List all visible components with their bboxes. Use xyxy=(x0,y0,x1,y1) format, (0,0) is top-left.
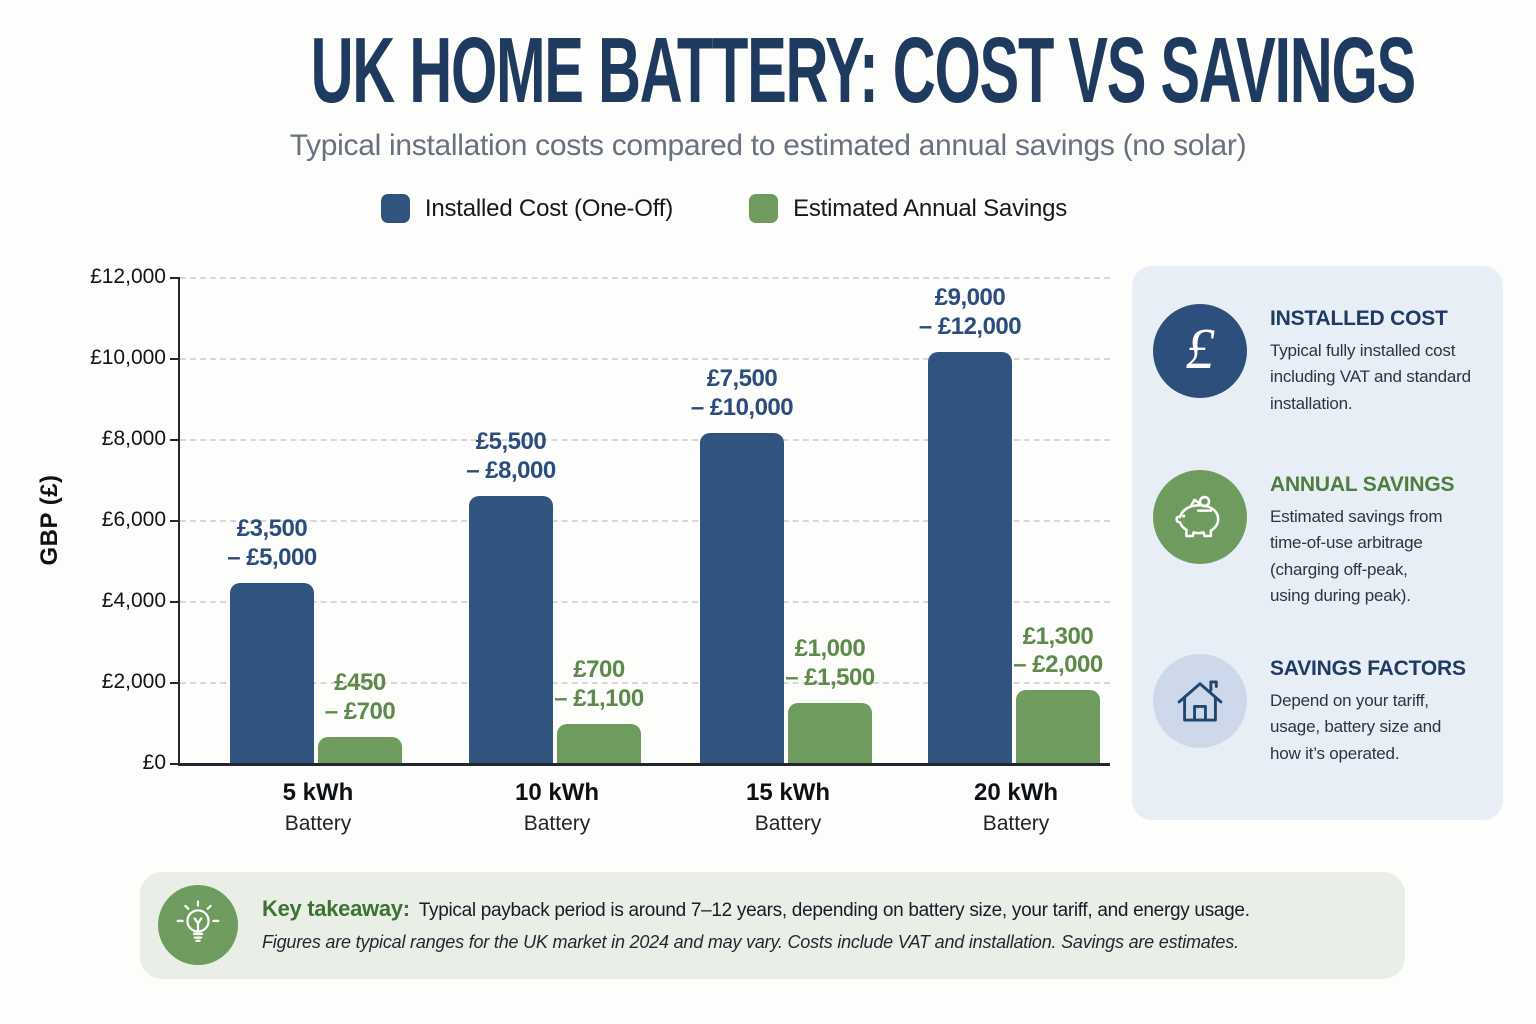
bar-annual-savings xyxy=(557,723,641,763)
x-axis-category-sub: Battery xyxy=(754,812,822,835)
x-axis-label: 10 kWh Battery xyxy=(469,779,645,836)
panel-item-installed-cost: £ INSTALLED COST Typical fully installed… xyxy=(1153,304,1510,417)
bar-installed-cost xyxy=(469,495,553,763)
legend-swatch-green xyxy=(749,194,779,223)
x-axis-category: 15 kWh xyxy=(745,779,831,806)
bar-range-label: £1,300 – £2,000 xyxy=(1013,622,1103,679)
legend-item-installed-cost: Installed Cost (One-Off) xyxy=(380,194,674,223)
y-tick-mark xyxy=(170,682,180,684)
gridline xyxy=(180,358,1110,360)
x-axis-label: 20 kWh Battery xyxy=(928,779,1104,836)
piggy-bank-icon xyxy=(1153,470,1247,564)
bar-range-label: £3,500 – £5,000 xyxy=(227,515,317,571)
legend-label: Estimated Annual Savings xyxy=(793,194,1068,222)
y-tick-label: £0 xyxy=(142,751,166,774)
panel-body-installed-cost: Typical fully installed cost including V… xyxy=(1270,341,1471,413)
takeaway-heading: Key takeaway: xyxy=(262,896,410,921)
x-axis-category: 10 kWh xyxy=(514,779,600,806)
key-takeaway-bar: Key takeaway: Typical payback period is a… xyxy=(140,872,1405,979)
info-panel: £ INSTALLED COST Typical fully installed… xyxy=(1132,266,1503,820)
chart-legend: Installed Cost (One-Off) Estimated Annua… xyxy=(0,194,1492,223)
lightbulb-icon xyxy=(158,885,238,965)
bar-range-label: £7,500 – £10,000 xyxy=(690,365,794,422)
y-tick-mark xyxy=(170,763,180,765)
plot-area: GBP (£) £0 £2,000 £4,000 £6,000 £8,000 £10,00… xyxy=(36,265,1110,835)
y-tick-mark xyxy=(170,439,180,441)
y-tick-mark xyxy=(170,358,180,360)
y-tick-mark xyxy=(170,520,180,522)
x-axis-category-sub: Battery xyxy=(523,812,591,835)
panel-item-savings-factors: SAVINGS FACTORS Depend on your tariff, u… xyxy=(1153,654,1510,767)
header: UK HOME BATTERY: COST VS SAVINGS Typical… xyxy=(0,24,1536,163)
y-tick-label: £8,000 xyxy=(101,427,166,450)
gridline xyxy=(180,520,1110,522)
x-axis-label: 5 kWh Battery xyxy=(230,779,406,836)
panel-body-annual-savings: Estimated savings from time-of-use arbit… xyxy=(1270,507,1443,606)
y-tick-label: £2,000 xyxy=(101,670,166,693)
panel-item-annual-savings: ANNUAL SAVINGS Estimated savings from ti… xyxy=(1153,470,1510,609)
bar-installed-cost xyxy=(700,432,784,763)
legend-item-annual-savings: Estimated Annual Savings xyxy=(749,194,1067,223)
bar-installed-cost xyxy=(230,582,314,763)
x-axis-category: 5 kWh xyxy=(282,779,354,806)
takeaway-footnote: Figures are typical ranges for the UK ma… xyxy=(262,932,1239,952)
panel-heading-installed-cost: INSTALLED COST xyxy=(1270,307,1448,330)
panel-body-savings-factors: Depend on your tariff, usage, battery si… xyxy=(1270,691,1442,763)
page-subtitle: Typical installation costs compared to e… xyxy=(289,129,1247,162)
panel-heading-savings-factors: SAVINGS FACTORS xyxy=(1270,657,1466,680)
bar-annual-savings xyxy=(788,703,872,763)
takeaway-main-text: Key takeaway: Typical payback period is a… xyxy=(262,896,1250,921)
y-tick-mark xyxy=(170,277,180,279)
pound-sign-icon: £ xyxy=(1153,304,1247,398)
panel-heading-annual-savings: ANNUAL SAVINGS xyxy=(1270,473,1455,496)
bar-range-label: £1,000 – £1,500 xyxy=(785,635,875,692)
gridline xyxy=(180,277,1110,279)
x-axis-category: 20 kWh xyxy=(973,779,1059,806)
x-axis-label: 15 kWh Battery xyxy=(700,779,876,836)
y-tick-mark xyxy=(170,601,180,603)
legend-swatch-navy xyxy=(380,194,410,223)
bar-annual-savings xyxy=(318,736,402,763)
bar-annual-savings xyxy=(1016,690,1100,763)
gridline xyxy=(180,601,1110,603)
legend-label: Installed Cost (One-Off) xyxy=(424,194,674,222)
bar-installed-cost xyxy=(928,351,1012,763)
gridline xyxy=(180,682,1110,684)
y-tick-label: £12,000 xyxy=(90,265,166,288)
bar-range-label: £700 – £1,100 xyxy=(554,655,644,712)
y-tick-label: £10,000 xyxy=(90,346,166,369)
gridline xyxy=(180,439,1110,441)
x-axis-category-sub: Battery xyxy=(982,812,1050,835)
house-icon xyxy=(1153,654,1247,748)
y-tick-label: £6,000 xyxy=(101,508,166,531)
bar-range-label: £5,500 – £8,000 xyxy=(466,428,556,484)
bar-range-label: £450 – £700 xyxy=(324,669,396,725)
y-axis-title: GBP (£) xyxy=(36,474,63,566)
y-tick-label: £4,000 xyxy=(101,589,166,612)
x-axis-category-sub: Battery xyxy=(284,812,352,835)
bar-range-label: £9,000 – £12,000 xyxy=(918,284,1022,341)
page-title: UK HOME BATTERY: COST VS SAVINGS xyxy=(310,18,1417,122)
